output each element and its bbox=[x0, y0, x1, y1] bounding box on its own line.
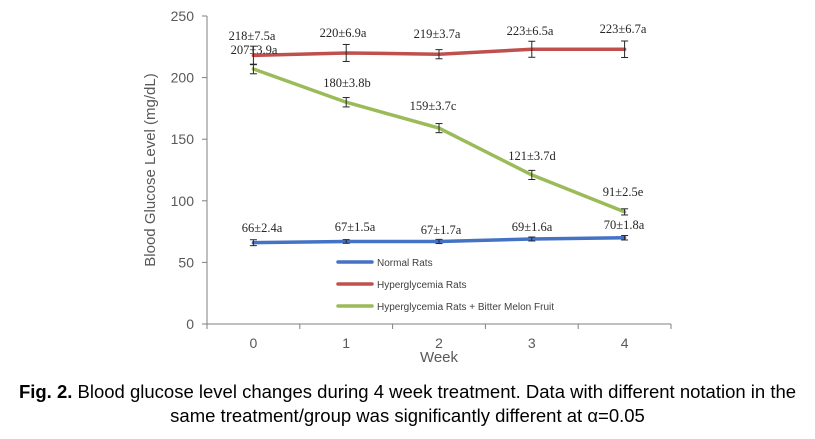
x-axis-title: Week bbox=[420, 349, 459, 366]
caption-text: Blood glucose level changes during 4 wee… bbox=[72, 381, 797, 426]
data-label: 70±1.8a bbox=[604, 218, 645, 232]
y-tick-label: 150 bbox=[171, 131, 195, 147]
legend-item-2: Hyperglycemia Rats bbox=[336, 280, 466, 291]
data-labels: 66±2.4a 67±1.5a 67±1.7a 69±1.6a 70±1.8a 218±7… bbox=[229, 22, 647, 237]
y-tick-label: 50 bbox=[178, 254, 194, 270]
series-1 bbox=[249, 235, 629, 247]
line-chart: 0 50 100 150 200 250 0 1 2 3 4 Blood Glucose Leve… bbox=[142, 8, 672, 366]
legend-label: Normal Rats bbox=[377, 258, 433, 269]
y-axis-title: Blood Glucose Level (mg/dL) bbox=[142, 73, 159, 266]
data-label: 66±2.4a bbox=[242, 221, 283, 235]
error-bar bbox=[435, 238, 443, 245]
data-label: 180±3.8b bbox=[323, 76, 371, 90]
data-label: 121±3.7d bbox=[508, 149, 556, 163]
data-label: 69±1.6a bbox=[512, 220, 553, 234]
error-bar bbox=[342, 97, 350, 108]
y-tick-label: 200 bbox=[171, 70, 195, 86]
data-label: 67±1.5a bbox=[335, 220, 376, 234]
x-axis-ticks: 0 1 2 3 4 bbox=[206, 324, 672, 351]
data-label: 67±1.7a bbox=[421, 223, 462, 237]
data-label: 223±6.5a bbox=[507, 24, 554, 38]
x-tick-label: 3 bbox=[528, 335, 536, 351]
error-bar bbox=[621, 40, 629, 59]
y-tick-label: 0 bbox=[186, 316, 194, 332]
x-tick-label: 1 bbox=[342, 335, 350, 351]
y-axis-ticks: 0 50 100 150 200 250 bbox=[171, 8, 207, 332]
error-bar bbox=[528, 236, 536, 242]
series-3 bbox=[249, 63, 629, 216]
data-label: 219±3.7a bbox=[414, 27, 461, 41]
x-tick-label: 4 bbox=[621, 335, 629, 351]
data-label: 91±2.5e bbox=[603, 185, 644, 199]
y-tick-label: 100 bbox=[171, 193, 195, 209]
error-bar bbox=[249, 239, 257, 247]
x-tick-label: 0 bbox=[250, 335, 258, 351]
error-bar bbox=[342, 239, 350, 244]
error-bar bbox=[342, 43, 350, 62]
error-bar bbox=[435, 49, 443, 60]
series-2 bbox=[249, 40, 629, 66]
error-bar bbox=[435, 123, 443, 134]
error-bar bbox=[249, 63, 257, 75]
data-label: 220±6.9a bbox=[320, 26, 367, 40]
legend-label: Hyperglycemia Rats + Bitter Melon Fruit bbox=[377, 302, 554, 313]
error-bar bbox=[621, 235, 629, 241]
data-label: 159±3.7c bbox=[410, 99, 457, 113]
series-line bbox=[251, 67, 627, 214]
error-bar bbox=[528, 40, 536, 58]
y-tick-label: 250 bbox=[171, 8, 195, 24]
legend-item-1: Normal Rats bbox=[336, 258, 433, 269]
figure-caption: Fig. 2. Blood glucose level changes duri… bbox=[0, 380, 815, 428]
legend-item-3: Hyperglycemia Rats + Bitter Melon Fruit bbox=[336, 302, 554, 313]
data-label: 223±6.7a bbox=[600, 22, 647, 36]
legend-label: Hyperglycemia Rats bbox=[377, 280, 466, 291]
x-tick-label: 2 bbox=[435, 335, 443, 351]
legend: Normal Rats Hyperglycemia Rats Hyperglycem… bbox=[336, 258, 554, 313]
error-bar bbox=[528, 169, 536, 180]
data-label: 207±3.9a bbox=[231, 43, 278, 57]
series-layer bbox=[249, 40, 629, 247]
error-bar bbox=[621, 208, 629, 216]
data-label: 218±7.5a bbox=[229, 29, 276, 43]
caption-label: Fig. 2. bbox=[18, 381, 73, 402]
